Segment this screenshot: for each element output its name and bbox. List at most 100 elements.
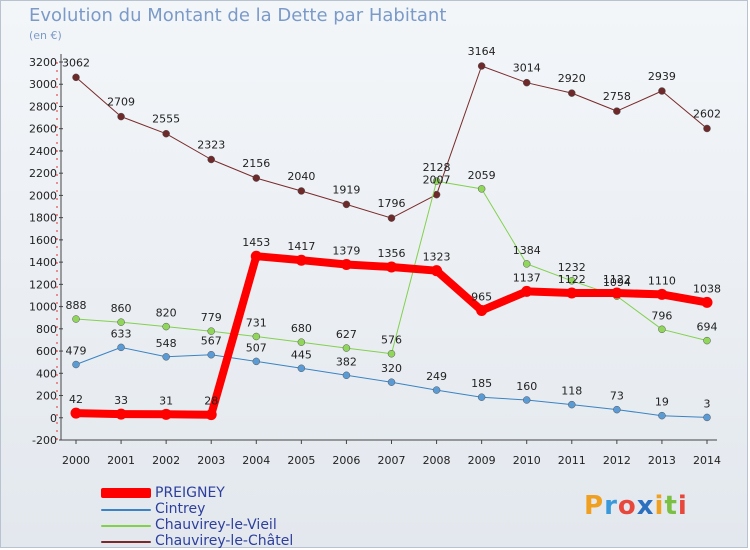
y-tick-label: 800	[36, 323, 57, 336]
x-tick-label: 2011	[558, 454, 586, 467]
data-label: 2939	[648, 70, 676, 83]
x-tick-label: 2005	[287, 454, 315, 467]
data-point	[432, 386, 441, 394]
data-label: 445	[291, 348, 312, 361]
data-label: 2920	[558, 72, 586, 85]
data-label: 1356	[378, 247, 406, 260]
x-tick-label: 2001	[107, 454, 135, 467]
data-label: 3062	[62, 56, 90, 69]
data-label: 633	[111, 327, 132, 340]
data-point	[295, 254, 307, 266]
data-label: 1323	[423, 251, 451, 264]
data-point	[117, 343, 125, 352]
x-tick-label: 2014	[693, 454, 721, 467]
data-label: 1110	[648, 274, 676, 287]
data-label: 1453	[242, 236, 270, 249]
data-point	[387, 349, 396, 358]
data-label: 2323	[197, 139, 225, 152]
data-point	[477, 393, 486, 401]
data-point	[522, 260, 531, 268]
data-label: 2758	[603, 90, 631, 103]
data-label: 73	[610, 390, 624, 403]
data-point	[703, 124, 711, 133]
y-tick-label: 1800	[29, 212, 57, 225]
data-label: 479	[66, 345, 87, 358]
chart-legend: PREIGNEY Cintrey Chauvirey-le-Vieil Chauvir…	[101, 485, 361, 549]
data-point	[342, 371, 351, 380]
data-label: 507	[246, 341, 267, 354]
y-tick-label: 2400	[29, 145, 57, 158]
data-label: 31	[159, 394, 173, 407]
data-label: 2059	[468, 169, 496, 182]
data-label: 860	[111, 302, 132, 315]
data-point	[72, 360, 80, 369]
data-label: 1038	[693, 282, 721, 295]
x-tick-label: 2010	[513, 454, 541, 467]
legend-label: Chauvirey-le-Vieil	[155, 517, 277, 533]
logo-letter: i	[654, 491, 665, 521]
data-label: 1122	[603, 273, 631, 286]
legend-label: Cintrey	[155, 501, 206, 517]
x-tick-label: 2008	[423, 454, 451, 467]
data-point	[297, 187, 306, 195]
data-label: 796	[651, 309, 672, 322]
data-label: 965	[471, 290, 492, 303]
data-point	[70, 407, 82, 419]
data-label: 627	[336, 328, 357, 341]
data-point	[207, 350, 215, 359]
data-label: 1379	[332, 244, 360, 257]
data-point	[162, 353, 170, 361]
y-tick-label: 3000	[29, 78, 57, 91]
data-point	[160, 408, 172, 420]
data-point	[656, 288, 668, 300]
data-point	[117, 112, 125, 121]
data-label: 33	[114, 394, 128, 407]
data-label: 28	[204, 395, 218, 408]
data-point	[432, 177, 441, 185]
data-point	[340, 258, 352, 270]
data-point	[207, 155, 215, 164]
data-point	[72, 73, 80, 82]
data-point	[701, 296, 713, 308]
data-point	[207, 327, 215, 335]
data-point	[477, 62, 486, 70]
data-label: 1796	[378, 197, 406, 210]
data-point	[250, 250, 262, 262]
data-point	[568, 277, 576, 285]
legend-swatch	[101, 525, 151, 527]
y-tick-label: 0	[50, 412, 57, 425]
y-tick-label: 1200	[29, 278, 57, 291]
data-point	[117, 318, 125, 326]
data-label: 1122	[558, 273, 586, 286]
data-point	[162, 322, 170, 331]
data-label: 2128	[423, 161, 451, 174]
legend-swatch	[101, 509, 151, 511]
y-tick-label: 2200	[29, 167, 57, 180]
data-label: 1919	[332, 183, 360, 196]
data-label: 779	[201, 311, 222, 324]
data-label: 548	[156, 337, 177, 350]
x-tick-label: 2004	[242, 454, 270, 467]
y-tick-label: 400	[36, 367, 57, 380]
data-label: 382	[336, 355, 357, 368]
y-tick-label: 200	[36, 390, 57, 403]
data-point	[205, 409, 217, 421]
data-label: 160	[516, 380, 537, 393]
data-point	[568, 89, 576, 97]
data-label: 1384	[513, 244, 541, 257]
x-tick-label: 2002	[152, 454, 180, 467]
legend-swatch	[101, 541, 151, 543]
data-point	[522, 78, 531, 87]
x-tick-label: 2012	[603, 454, 631, 467]
data-label: 2040	[287, 170, 315, 183]
data-label: 731	[246, 316, 267, 329]
y-tick-label: 1000	[29, 301, 57, 314]
y-tick-label: 1400	[29, 256, 57, 269]
chart-title: Evolution du Montant de la Dette par Hab…	[29, 5, 447, 26]
data-point	[72, 315, 80, 323]
legend-label: PREIGNEY	[155, 485, 225, 501]
data-label: 1094	[603, 276, 631, 289]
legend-item: Cintrey	[101, 501, 361, 517]
